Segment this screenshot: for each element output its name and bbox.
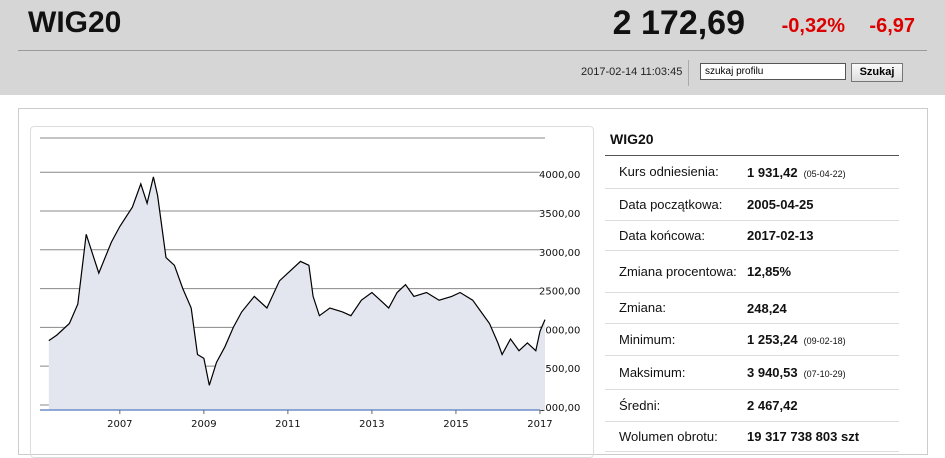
row-value: 19 317 738 803 szt (737, 429, 859, 444)
divider (18, 50, 927, 51)
table-row: Kurs odniesienia: 1 931,42 (05-04-22) (605, 156, 899, 189)
timestamp: 2017-02-14 11:03:45 (581, 66, 683, 78)
table-row: Minimum: 1 253,24 (09-02-18) (605, 324, 899, 356)
area-fill (48, 176, 546, 410)
x-tick-label: 2013 (359, 419, 384, 430)
y-tick-label: 2000,00 (539, 325, 580, 336)
change: -6,97 (869, 15, 915, 37)
value-note: (05-04-22) (803, 168, 846, 179)
y-tick-label: 4000,00 (539, 170, 580, 181)
row-label: Zmiana: (619, 300, 666, 315)
value-note: (09-02-18) (803, 336, 846, 346)
value-text: 2005-04-25 (747, 197, 814, 212)
divider (605, 155, 899, 156)
row-label: Kurs odniesienia: (619, 164, 719, 179)
x-tick-label: 2017 (527, 419, 552, 430)
y-tick-label: 2500,00 (539, 287, 580, 298)
row-label: Minimum: (619, 331, 676, 347)
value-note: (07-10-29) (803, 369, 846, 379)
index-title: WIG20 (28, 6, 122, 39)
table-row: Data początkowa: 2005-04-25 (605, 189, 899, 221)
separator (688, 60, 689, 86)
table-row: Zmiana: 248,24 (605, 293, 899, 324)
y-tick-label: 3500,00 (539, 209, 580, 220)
row-label: Maksimum: (619, 364, 686, 380)
row-label: Data początkowa: (619, 196, 723, 212)
row-value: 1 253,24 (09-02-18) (737, 332, 846, 347)
x-tick-label: 2011 (275, 419, 300, 430)
row-value: 2005-04-25 (737, 197, 814, 212)
row-value: 248,24 (737, 301, 787, 316)
change-pct: -0,32% (781, 15, 845, 37)
search-button[interactable]: Szukaj (851, 63, 903, 82)
y-tick-label: 1500,00 (539, 364, 580, 375)
row-value: 2 467,42 (737, 398, 798, 413)
row-value: 2017-02-13 (737, 228, 814, 243)
row-label: Data końcowa: (619, 227, 705, 243)
table-row: Maksimum: 3 940,53 (07-10-29) (605, 356, 899, 390)
price-line (48, 176, 546, 386)
y-tick-label: 1000,00 (539, 403, 580, 414)
table-row: Zmiana procentowa: 12,85% (605, 251, 899, 293)
row-value: 1 931,42 (05-04-22) (737, 165, 846, 180)
table-row: Wolumen obrotu: 19 317 738 803 szt (605, 422, 899, 452)
header-bar: WIG20 2 172,69 -0,32% -6,97 2017-02-14 1… (0, 0, 945, 95)
value-text: 12,85% (747, 264, 792, 279)
x-tick-label: 2015 (443, 419, 468, 430)
x-tick-label: 2007 (107, 419, 132, 430)
table-row: Data końcowa: 2017-02-13 (605, 221, 899, 251)
row-value: 12,85% (737, 264, 791, 279)
row-label: Średni: (619, 397, 661, 413)
row-label: Wolumen obrotu: (619, 428, 718, 444)
y-tick-label: 3000,00 (539, 248, 580, 259)
row-value: 3 940,53 (07-10-29) (737, 365, 846, 380)
value-text: 19 317 738 803 szt (747, 429, 860, 444)
search-input[interactable]: szukaj profilu (700, 63, 846, 80)
value-text: 1 931,42 (747, 164, 798, 180)
row-label: Zmiana procentowa: (619, 263, 737, 279)
value-text: 3 940,53 (747, 365, 798, 380)
x-tick-label: 2009 (191, 419, 216, 430)
value-text: 2017-02-13 (747, 228, 814, 243)
value-text: 1 253,24 (747, 332, 798, 347)
value-text: 2 467,42 (747, 398, 798, 413)
value-text: 248,24 (747, 300, 787, 316)
table-row: Średni: 2 467,42 (605, 390, 899, 422)
table-title: WIG20 (610, 131, 654, 147)
price: 2 172,69 (612, 4, 745, 42)
chart: 1000,00 1500,00 2000,00 2500,00 3000,00 3500,… (40, 137, 580, 430)
